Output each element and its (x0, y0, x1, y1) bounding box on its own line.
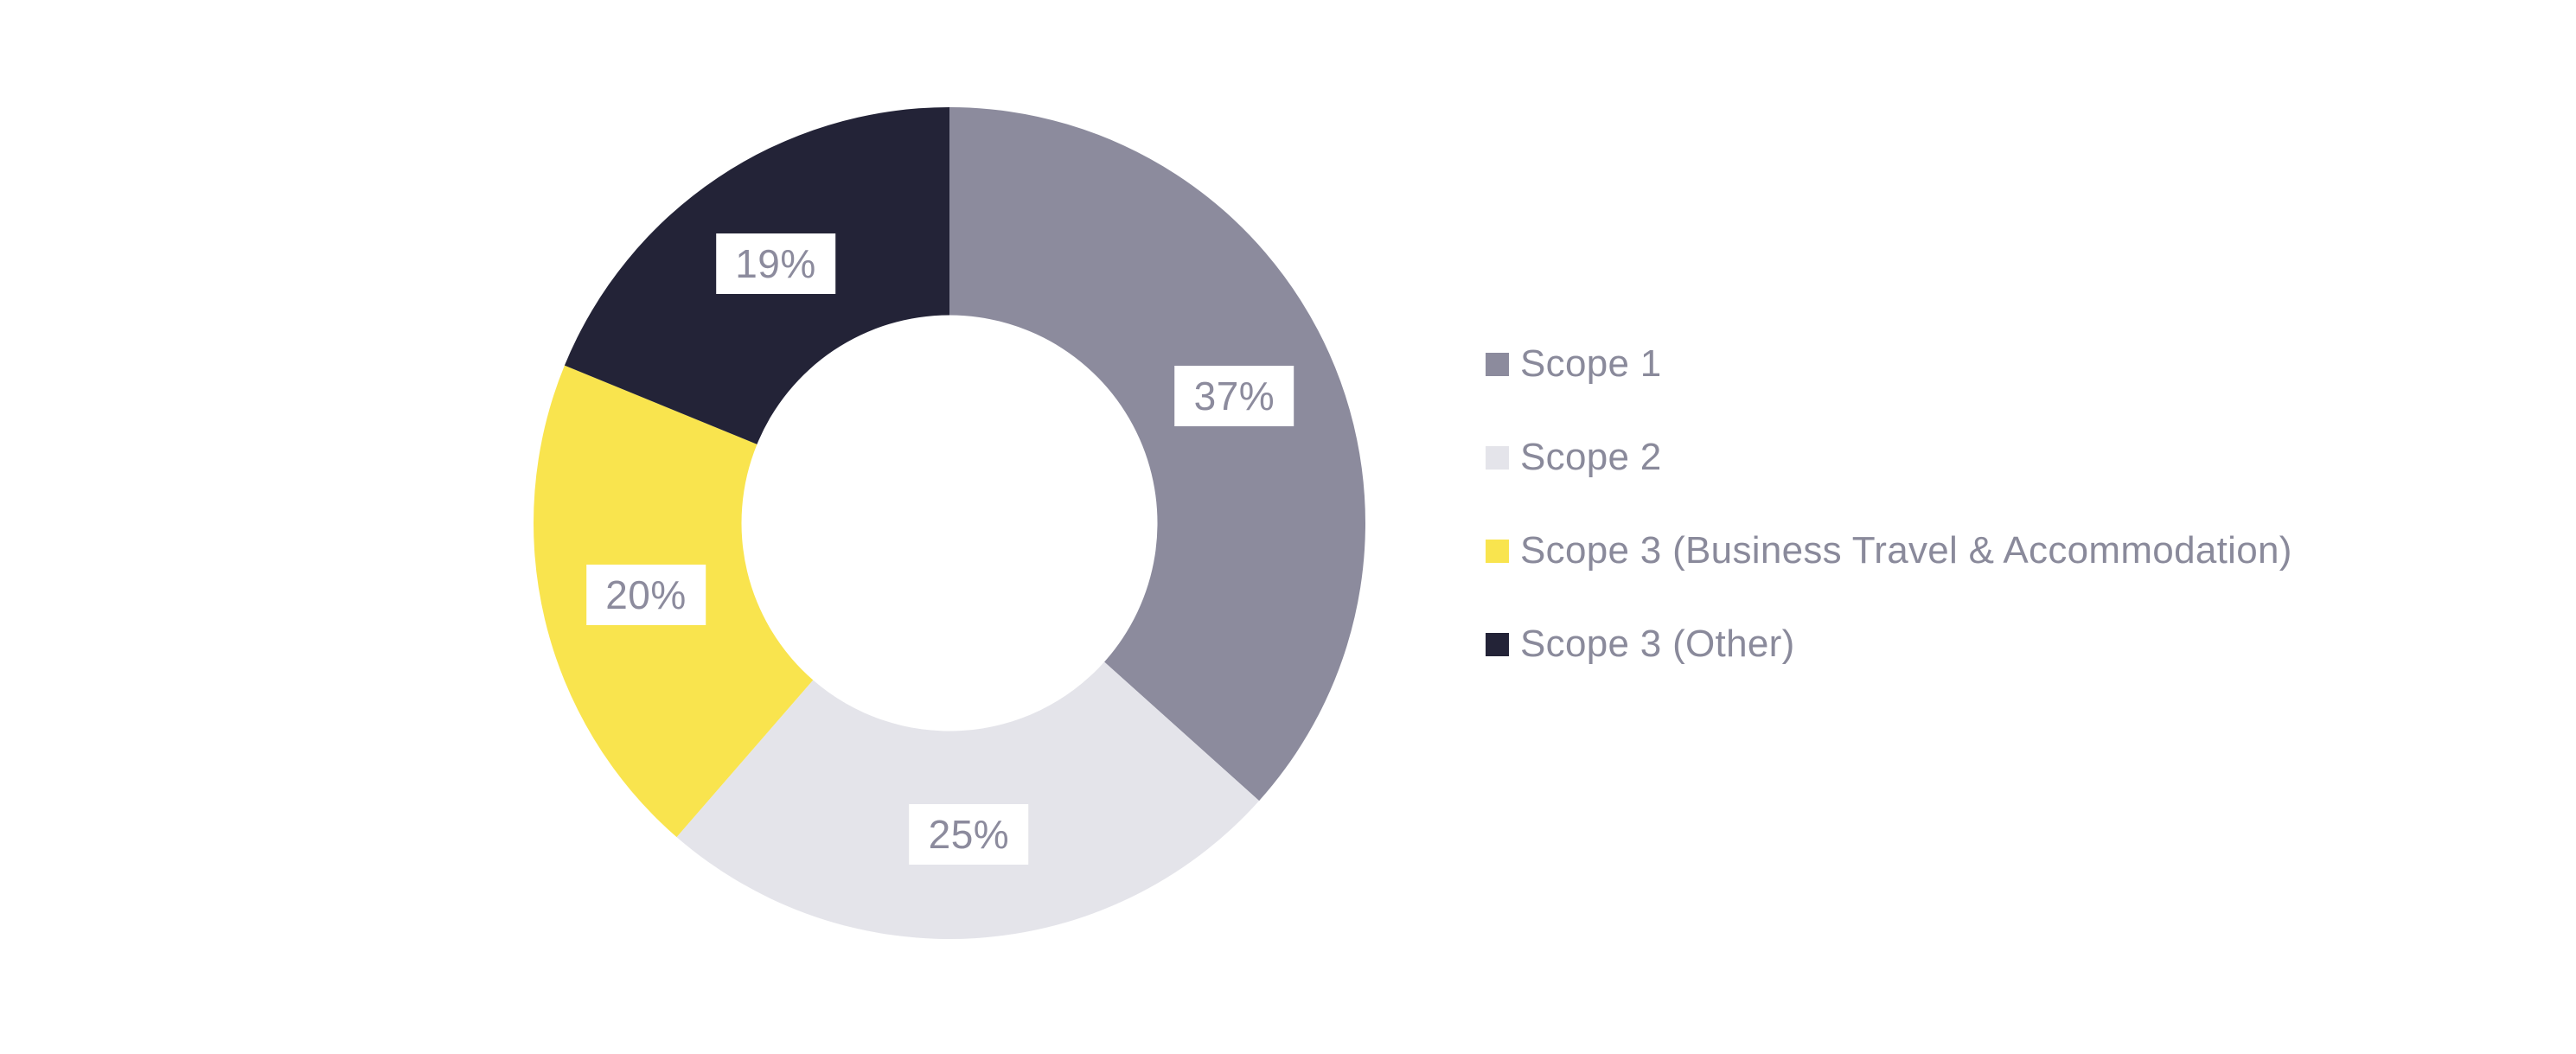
legend-item-3[interactable]: Scope 3 (Business Travel & Accommodation… (1486, 525, 2292, 577)
legend-swatch-icon (1486, 539, 1509, 563)
chart-legend: Scope 1 Scope 2 Scope 3 (Business Travel &… (1486, 338, 2292, 670)
slice-value-label-1: 37% (1174, 365, 1294, 426)
legend-swatch-icon (1486, 632, 1509, 656)
legend-item-4[interactable]: Scope 3 (Other) (1486, 618, 2292, 670)
slice-value-label-4: 19% (716, 233, 835, 295)
legend-item-label: Scope 2 (1520, 436, 1662, 478)
legend-swatch-icon (1486, 445, 1509, 470)
legend-item-label: Scope 1 (1520, 342, 1662, 385)
legend-item-label: Scope 3 (Business Travel & Accommodation… (1520, 529, 2292, 572)
legend-item-1[interactable]: Scope 1 (1486, 338, 2292, 390)
legend-swatch-icon (1486, 352, 1509, 376)
slice-value-label-3: 20% (586, 565, 706, 626)
slice-value-label-2: 25% (909, 804, 1029, 866)
legend-item-label: Scope 3 (Other) (1520, 623, 1795, 665)
donut-slice-2[interactable] (676, 661, 1260, 939)
legend-item-2[interactable]: Scope 2 (1486, 431, 2292, 483)
donut-slice-1[interactable] (949, 107, 1366, 802)
